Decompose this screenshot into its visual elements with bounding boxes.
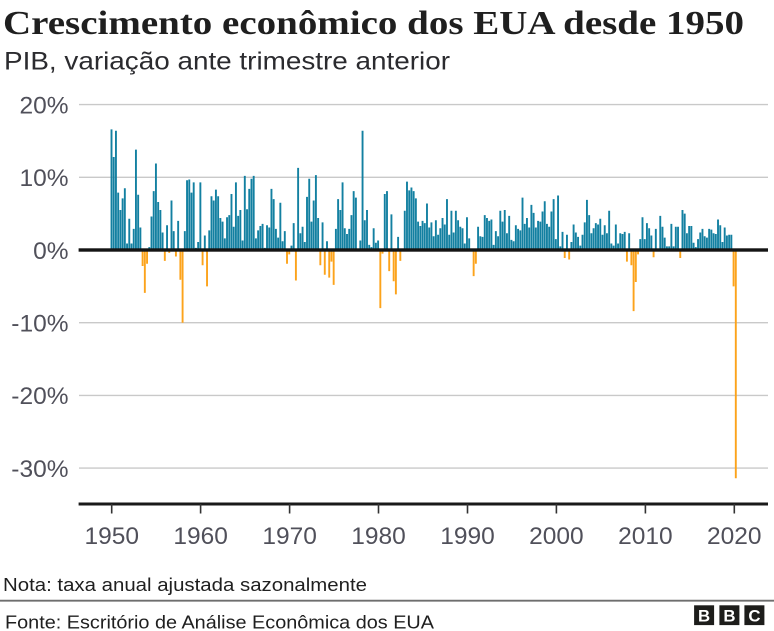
svg-text:Fonte: Escritório de Análise E: Fonte: Escritório de Análise Econômica d… (5, 612, 435, 631)
svg-text:2000: 2000 (529, 523, 584, 550)
svg-text:1950: 1950 (84, 523, 139, 550)
svg-text:-20%: -20% (11, 383, 68, 410)
svg-text:Crescimento econômico dos EUA: Crescimento econômico dos EUA desde 1950 (3, 5, 744, 42)
svg-text:-30%: -30% (11, 456, 68, 483)
svg-text:0%: 0% (33, 238, 68, 265)
svg-text:B: B (723, 606, 735, 625)
svg-text:PIB, variação ante trimestre a: PIB, variação ante trimestre anterior (4, 48, 450, 76)
svg-text:10%: 10% (19, 165, 68, 192)
svg-text:1960: 1960 (173, 523, 228, 550)
svg-text:1990: 1990 (440, 523, 495, 550)
svg-text:B: B (698, 606, 710, 625)
svg-text:1980: 1980 (351, 523, 406, 550)
svg-text:1970: 1970 (262, 523, 317, 550)
svg-text:-10%: -10% (11, 311, 68, 338)
svg-text:Nota: taxa anual ajustada sazo: Nota: taxa anual ajustada sazonalmente (3, 574, 367, 595)
svg-text:20%: 20% (19, 92, 68, 119)
svg-text:2010: 2010 (618, 523, 673, 550)
svg-text:C: C (748, 606, 760, 625)
svg-text:2020: 2020 (707, 523, 762, 550)
